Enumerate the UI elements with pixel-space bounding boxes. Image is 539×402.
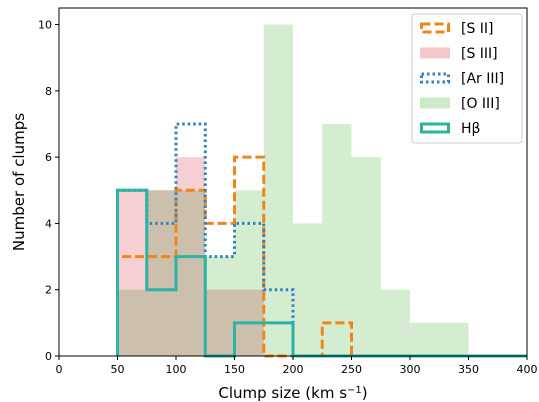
- legend-label: [S III]: [461, 46, 498, 62]
- legend-swatch: [420, 72, 450, 84]
- x-tick-label: 400: [517, 363, 538, 376]
- y-tick-label: 0: [45, 350, 52, 363]
- bar-oiii-200: [293, 223, 323, 356]
- x-tick-label: 50: [111, 363, 125, 376]
- y-tick-label: 6: [45, 151, 52, 164]
- y-tick-label: 10: [38, 19, 52, 32]
- bar-oiii-325: [439, 322, 469, 356]
- x-tick-label: 100: [166, 363, 187, 376]
- bar-oiii-250: [351, 157, 381, 356]
- x-axis-ticks: 0 50 100 150 200 250 300 350 400: [56, 356, 538, 376]
- x-axis-label: Clump size (km s−1): [218, 384, 367, 402]
- bar-oiii-125: [205, 256, 235, 356]
- legend-label: [S II]: [461, 21, 494, 37]
- bar-oiii-75: [146, 190, 176, 356]
- legend-label: Hβ: [461, 121, 480, 137]
- legend-swatch: [420, 97, 450, 109]
- legend-label: [Ar III]: [461, 71, 504, 87]
- y-axis-ticks: 0 2 4 6 8 10: [38, 19, 59, 363]
- x-tick-label: 200: [283, 363, 304, 376]
- legend: [S II] [S III] [Ar III] [O III] Hβ: [411, 13, 523, 144]
- legend-swatch: [420, 22, 450, 34]
- y-tick-label: 8: [45, 85, 52, 98]
- y-tick-label: 2: [45, 284, 52, 297]
- bar-oiii-100: [176, 190, 206, 356]
- legend-label: [O III]: [461, 96, 500, 112]
- x-tick-label: 150: [224, 363, 245, 376]
- x-tick-label: 350: [458, 363, 479, 376]
- legend-swatch: [420, 47, 450, 59]
- x-tick-label: 250: [341, 363, 362, 376]
- bar-oiii-275: [380, 289, 410, 356]
- legend-box: [411, 13, 523, 144]
- x-tick-label: 0: [56, 363, 63, 376]
- y-tick-label: 4: [45, 217, 52, 230]
- x-tick-label: 300: [400, 363, 421, 376]
- legend-swatch: [420, 122, 450, 134]
- bar-oiii-50: [117, 289, 147, 356]
- bar-oiii-175: [263, 24, 293, 356]
- bar-oiii-300: [410, 322, 440, 356]
- bar-oiii-225: [322, 124, 352, 356]
- bar-oiii-150: [234, 190, 264, 356]
- y-axis-label: Number of clumps: [10, 113, 28, 251]
